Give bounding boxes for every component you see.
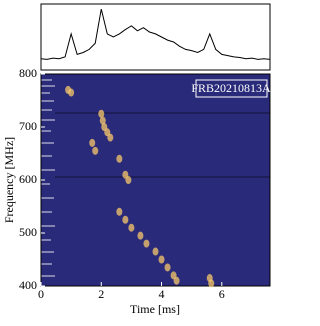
y-tick-label: 500 xyxy=(19,225,37,239)
emission-point xyxy=(125,176,132,184)
annotation: FRB20210813A xyxy=(191,81,271,95)
y-tick-label: 700 xyxy=(19,119,37,133)
emission-point xyxy=(173,276,180,285)
x-axis-label: Time [ms] xyxy=(130,302,180,316)
x-tick-label: 2 xyxy=(98,287,104,301)
emission-point xyxy=(158,255,165,264)
y-tick-label: 800 xyxy=(19,66,37,80)
emission-point xyxy=(89,138,96,147)
emission-point xyxy=(143,239,150,248)
chart: FRB20210813A Time [ms] Frequency [MHz] 0… xyxy=(2,3,271,316)
profile-frame xyxy=(40,3,271,71)
emission-point xyxy=(164,263,171,272)
emission-point xyxy=(107,133,114,142)
y-axis-label: Frequency [MHz] xyxy=(2,137,16,223)
emission-point xyxy=(122,215,129,224)
emission-point xyxy=(99,116,106,125)
emission-point xyxy=(116,207,123,216)
emission-point xyxy=(68,88,75,97)
masked-channels xyxy=(41,79,55,277)
emission-point xyxy=(208,279,215,288)
x-tick-label: 4 xyxy=(159,287,165,301)
x-tick-label: 6 xyxy=(219,287,225,301)
emission-point xyxy=(152,247,159,256)
annotation-box xyxy=(195,79,268,98)
emission-point xyxy=(116,154,123,163)
y-tick-label: 400 xyxy=(19,278,37,292)
emission-point xyxy=(98,109,105,118)
emission-point xyxy=(92,146,99,155)
emission-point xyxy=(128,223,135,232)
x-tick-label: 0 xyxy=(38,287,44,301)
emission-point xyxy=(137,231,144,240)
y-tick-label: 600 xyxy=(19,172,37,186)
profile-line xyxy=(40,8,271,60)
